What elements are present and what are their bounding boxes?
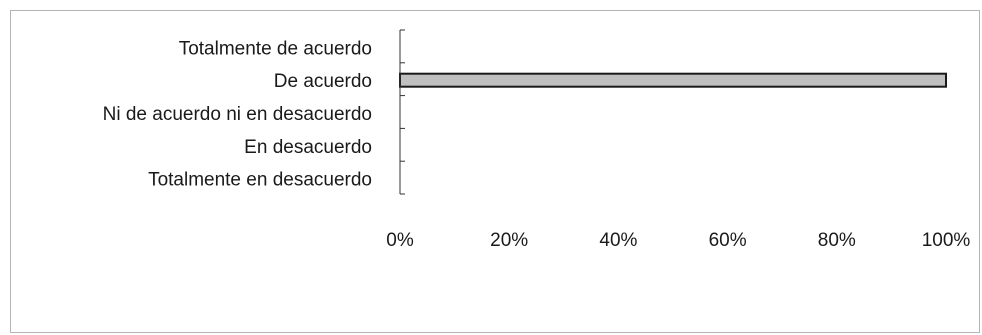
x-tick-labels: 0% 20% 40% 60% 80% 100% (386, 230, 970, 251)
category-label: Totalmente de acuerdo (179, 38, 372, 59)
bars (399, 72, 947, 88)
x-tick-label: 60% (709, 230, 747, 251)
bar (399, 72, 947, 88)
x-tick-label: 80% (818, 230, 856, 251)
axes (399, 29, 405, 195)
category-label: Ni de acuerdo ni en desacuerdo (103, 104, 372, 125)
category-label: De acuerdo (274, 71, 372, 92)
x-tick-label: 20% (490, 230, 528, 251)
x-tick-label: 40% (599, 230, 637, 251)
category-label: Totalmente en desacuerdo (148, 170, 372, 191)
category-label: En desacuerdo (244, 137, 372, 158)
category-labels: Totalmente de acuerdo De acuerdo Ni de acu… (103, 38, 372, 190)
chart-frame (10, 10, 980, 333)
x-tick-label: 100% (922, 230, 971, 251)
x-tick-label: 0% (386, 230, 414, 251)
